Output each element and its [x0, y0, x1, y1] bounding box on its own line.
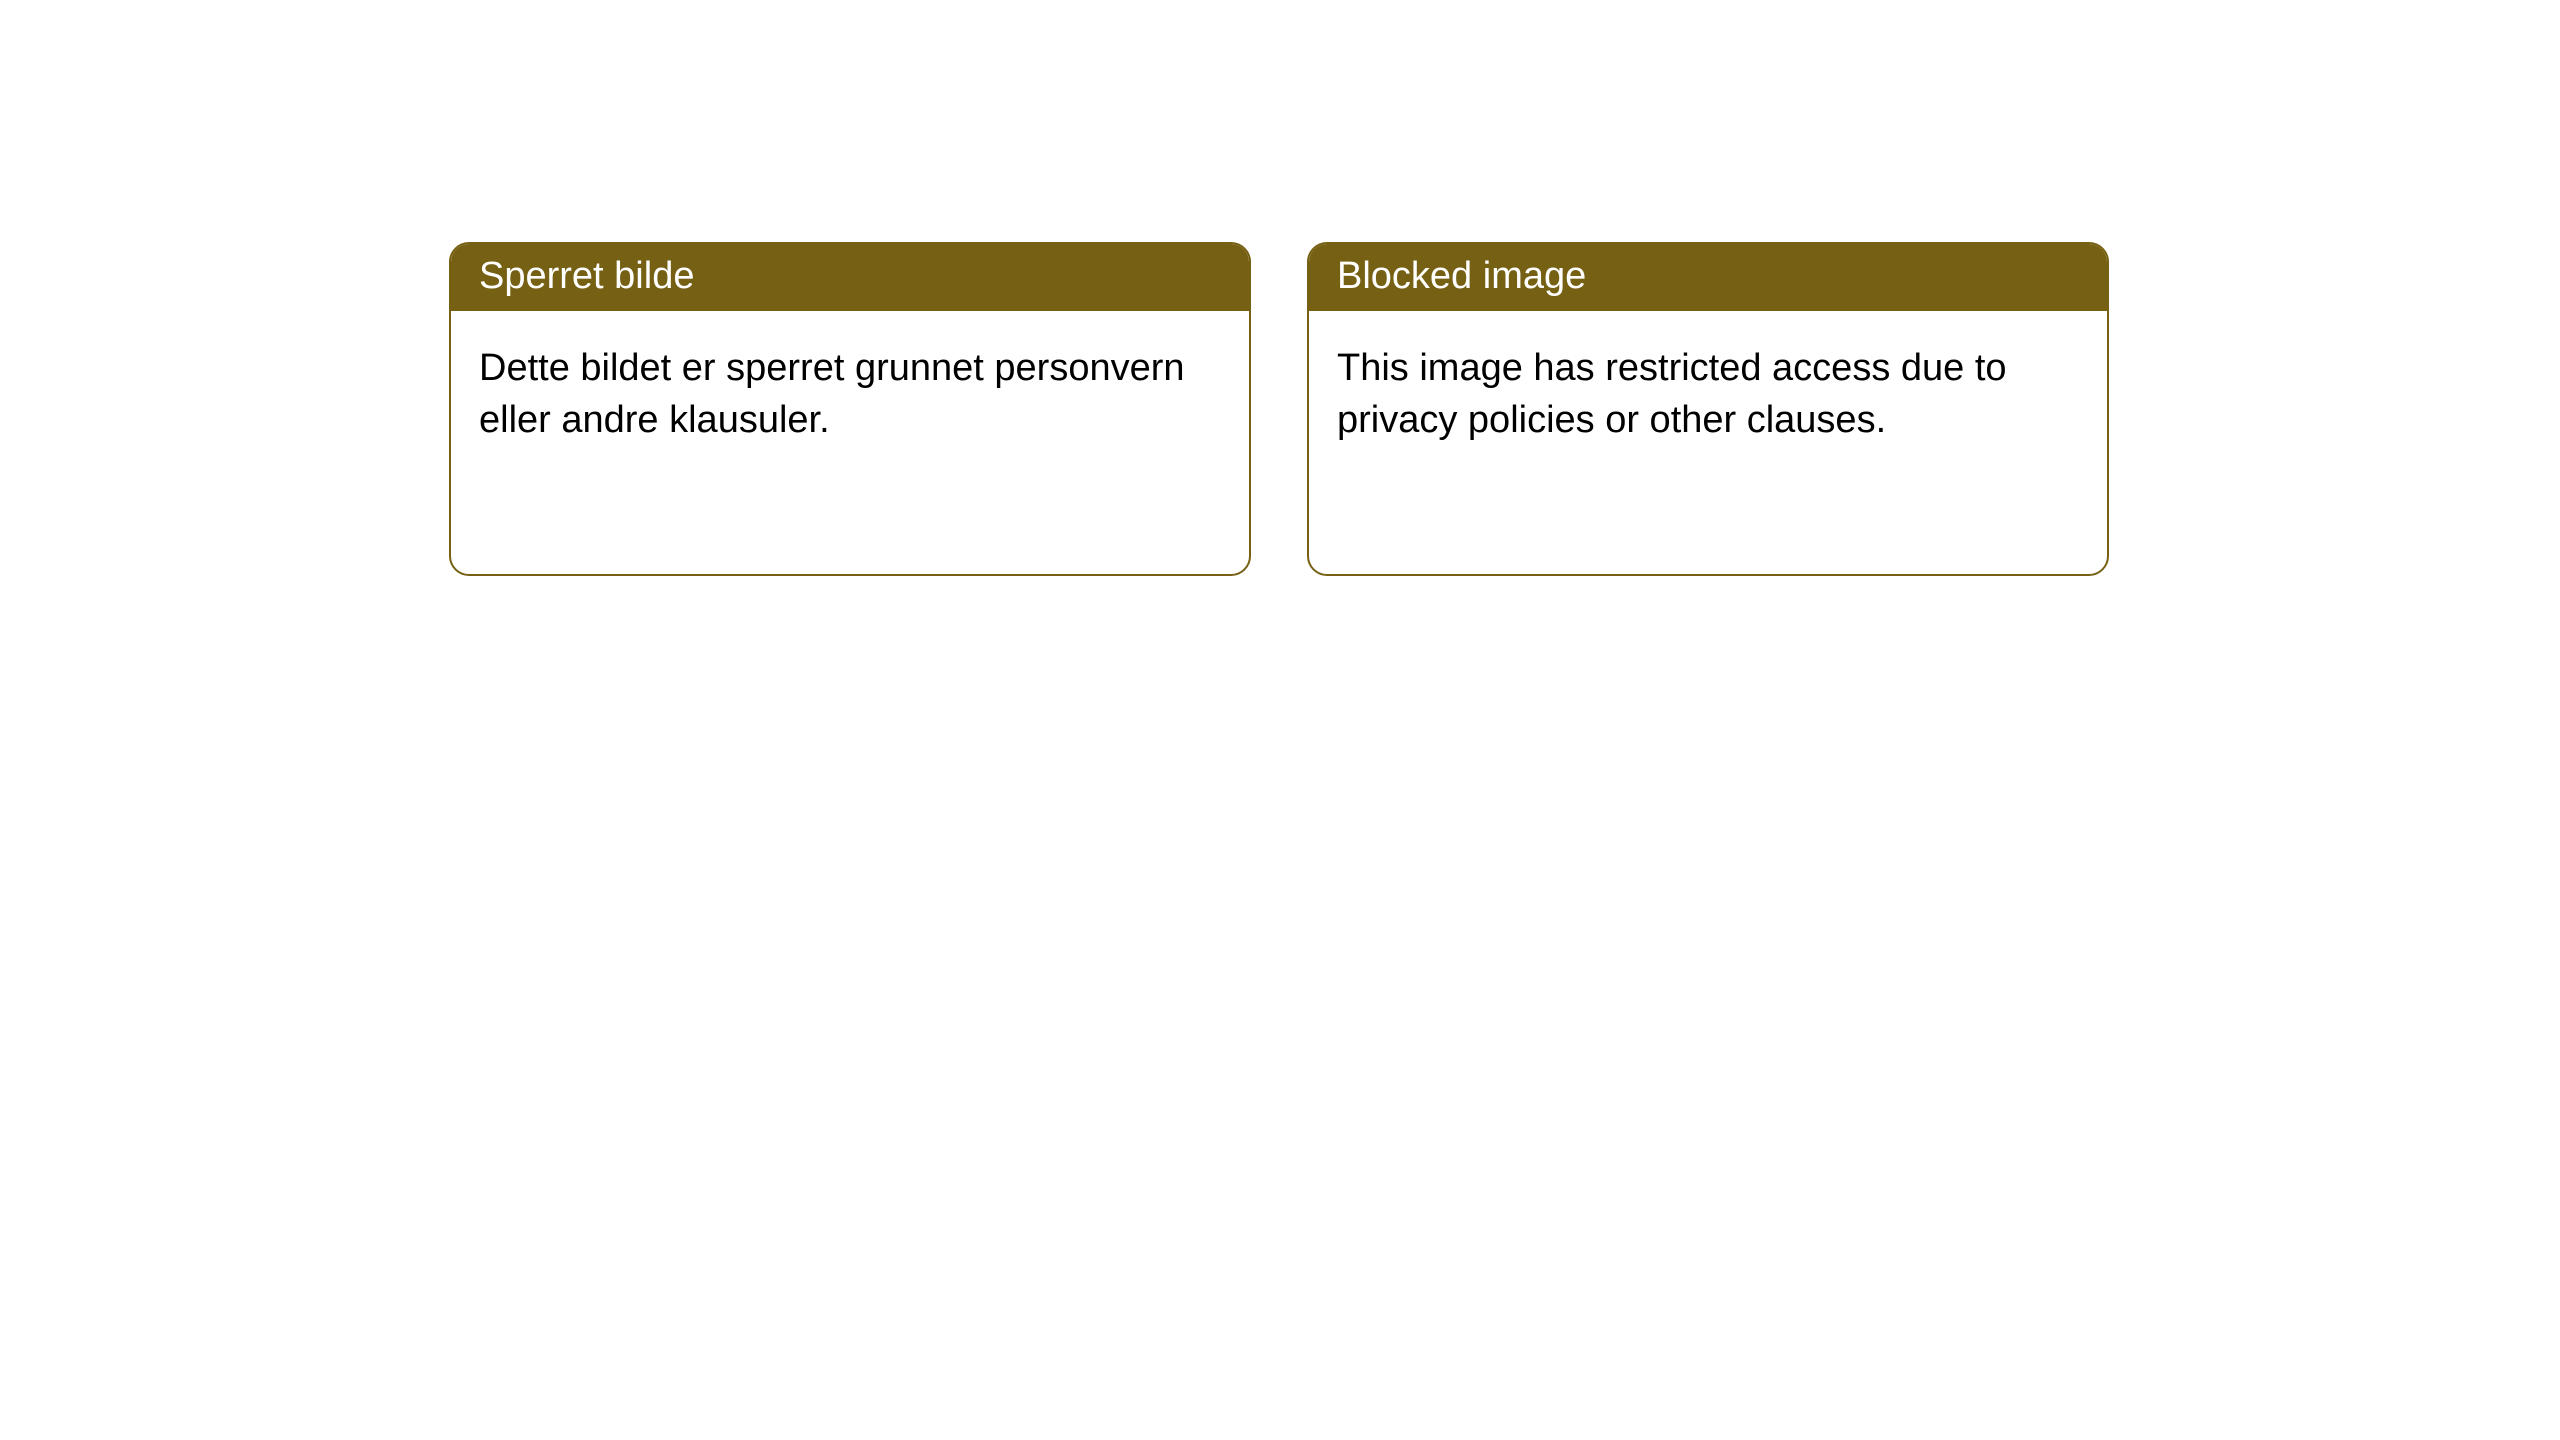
- notice-body: Dette bildet er sperret grunnet personve…: [451, 311, 1249, 478]
- notice-body: This image has restricted access due to …: [1309, 311, 2107, 478]
- notice-card-norwegian: Sperret bilde Dette bildet er sperret gr…: [449, 242, 1251, 576]
- notice-container: Sperret bilde Dette bildet er sperret gr…: [0, 0, 2560, 576]
- notice-title: Sperret bilde: [451, 244, 1249, 311]
- notice-title: Blocked image: [1309, 244, 2107, 311]
- notice-card-english: Blocked image This image has restricted …: [1307, 242, 2109, 576]
